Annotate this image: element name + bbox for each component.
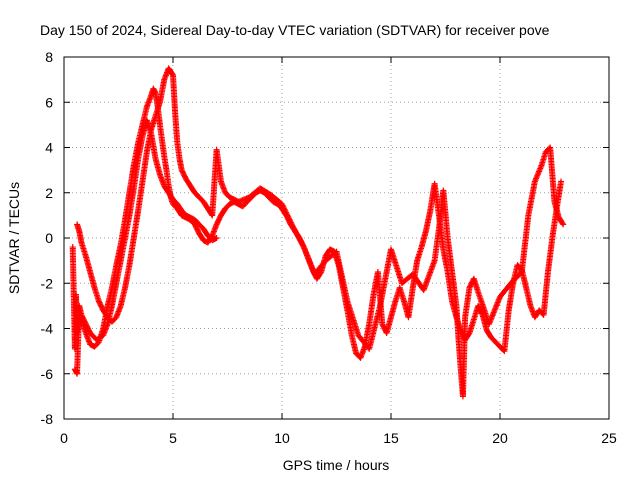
series-track-b (74, 65, 567, 400)
x-axis-label: GPS time / hours (283, 457, 390, 473)
data-point (517, 270, 524, 277)
grid-lines (64, 57, 609, 419)
y-tick-label: 2 (45, 185, 53, 201)
data-point (213, 235, 220, 241)
data-point (559, 220, 566, 227)
x-tick-label: 15 (383, 430, 399, 446)
x-tick-label: 10 (274, 430, 290, 446)
y-tick-label: -8 (41, 411, 54, 427)
x-tick-label: 0 (60, 430, 68, 446)
x-tick-label: 25 (601, 430, 617, 446)
data-point (560, 221, 567, 228)
data-point (169, 70, 176, 77)
x-axis-ticks: 0 5 10 15 20 25 (60, 57, 617, 446)
y-tick-label: 8 (45, 49, 53, 65)
y-tick-label: -4 (41, 321, 54, 337)
x-tick-label: 5 (169, 430, 177, 446)
y-tick-label: -6 (41, 366, 54, 382)
data-point (558, 178, 565, 185)
x-tick-label: 20 (492, 430, 508, 446)
data-point (300, 242, 307, 249)
y-tick-label: 6 (45, 94, 53, 110)
y-axis-ticks: -8 -6 -4 -2 0 2 4 6 8 (41, 49, 609, 427)
y-tick-label: 4 (45, 140, 53, 156)
y-tick-label: -2 (41, 275, 54, 291)
chart-title: Day 150 of 2024, Sidereal Day-to-day VTE… (40, 22, 550, 38)
y-axis-label: SDTVAR / TECUs (6, 182, 22, 294)
y-tick-label: 0 (45, 230, 53, 246)
series-track-c (71, 117, 220, 377)
data-marks (69, 65, 567, 400)
